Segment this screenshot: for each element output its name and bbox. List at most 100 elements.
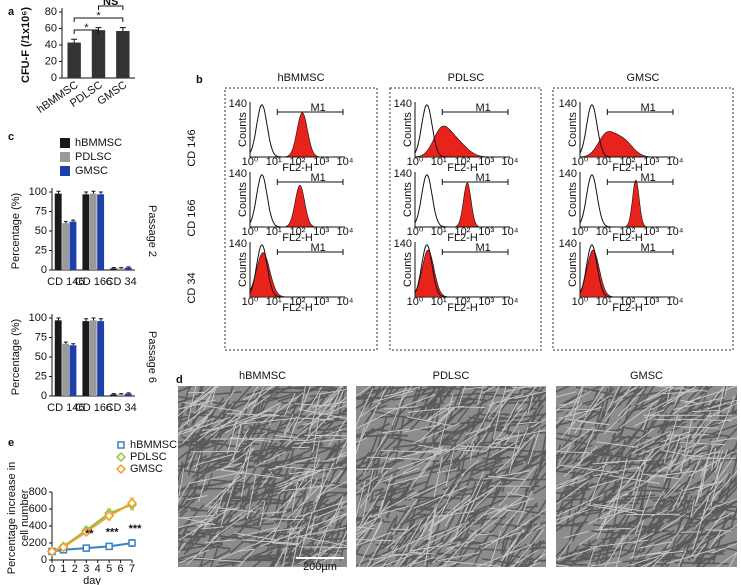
bar [82, 321, 90, 396]
x-tick-label: 10² [620, 156, 636, 168]
stained-histogram [250, 185, 345, 228]
x-tick-label: CD 34 [106, 276, 137, 288]
gate-label: M1 [476, 242, 491, 254]
x-tick-label: 10² [290, 226, 306, 238]
y-tick-label: 50 [35, 351, 47, 363]
x-tick-label: CD 146 [47, 276, 84, 288]
x-tick-label: 10³ [313, 156, 329, 168]
gate [276, 109, 344, 115]
bar [82, 194, 90, 270]
y-tick-label: 80 [45, 6, 57, 18]
error-bar [119, 27, 126, 31]
axis-label: Counts [237, 112, 249, 147]
y-tick-label: 0 [41, 264, 47, 276]
axis-label: FL2-H [447, 162, 478, 174]
panel-label: c [8, 131, 14, 143]
bar [110, 268, 117, 270]
x-tick-label: 10² [290, 296, 306, 308]
annotation: *** [129, 523, 143, 535]
legend-label: PDLSC [130, 451, 167, 463]
side-label: Passage 2 [146, 205, 158, 257]
bracket [98, 5, 124, 10]
micrograph [556, 386, 737, 567]
legend-label: GMSC [130, 463, 163, 475]
x-tick-label: 10⁴ [337, 226, 354, 238]
x-tick-label: 10⁴ [502, 226, 519, 238]
bar [62, 223, 70, 270]
x-tick-label: 10³ [313, 296, 329, 308]
legend-swatch [60, 138, 70, 148]
annotation: ** [85, 528, 94, 540]
error-bar [98, 191, 103, 195]
error-bar [56, 317, 61, 321]
legend-label: GMSC [75, 165, 108, 177]
x-tick-label: 2 [72, 563, 78, 575]
x-tick-label: 4 [95, 563, 101, 575]
gate [606, 249, 674, 255]
stained-histogram [249, 252, 345, 298]
y-axis-label: cell number [19, 489, 31, 546]
axis-label: Counts [567, 252, 579, 287]
annotation: *** [106, 526, 120, 538]
axis-label: Counts [237, 252, 249, 287]
x-tick-label: 10¹ [596, 226, 612, 238]
x-tick-label: 10¹ [266, 296, 282, 308]
control-histogram [414, 244, 510, 298]
x-tick-label: 10³ [313, 226, 329, 238]
x-tick-label: 10⁰ [242, 296, 259, 308]
panel-label: e [8, 437, 14, 449]
x-tick-label: 1 [60, 563, 66, 575]
x-tick-label: 0 [49, 563, 55, 575]
micrograph [178, 386, 347, 567]
y-tick-label: 25 [35, 370, 47, 382]
gate-label: M1 [311, 242, 326, 254]
x-tick-label: 10³ [643, 296, 659, 308]
gate [441, 109, 509, 115]
error-bar [63, 341, 68, 344]
legend-label: hBMMSC [75, 137, 122, 149]
y-tick-label: 100 [29, 186, 47, 198]
error-bar [84, 191, 89, 195]
bar [89, 193, 97, 270]
x-tick-label: 10² [620, 226, 636, 238]
annotation: * [84, 22, 89, 34]
axis-label: FL2-H [612, 302, 643, 314]
stained-histogram [580, 179, 675, 228]
bar [116, 30, 130, 79]
x-tick-label: 10¹ [431, 156, 447, 168]
scale-bar-label: 200µm [303, 561, 337, 573]
marker [81, 526, 92, 538]
x-tick-label: 10³ [478, 156, 494, 168]
axis-max: 140 [229, 98, 247, 110]
micrograph-title: PDLSC [433, 370, 470, 382]
error-bar [71, 219, 76, 222]
bracket [73, 17, 124, 22]
gate [276, 249, 344, 255]
panel-label: b [196, 74, 203, 86]
x-tick-label: 10⁴ [667, 296, 684, 308]
x-tick-label: 10⁰ [242, 226, 259, 238]
x-tick-label: 10³ [478, 296, 494, 308]
y-tick-label: 60 [45, 22, 57, 34]
x-tick-label: 10³ [643, 226, 659, 238]
y-tick-label: 100 [29, 312, 47, 324]
control-histogram [579, 244, 675, 298]
bar [97, 321, 105, 396]
x-tick-label: 7 [129, 563, 135, 575]
y-tick-label: 400 [29, 520, 47, 532]
x-tick-label: 10³ [643, 156, 659, 168]
legend-swatch [60, 166, 70, 176]
control-histogram [249, 104, 345, 158]
axis-label: Counts [402, 252, 414, 287]
bar [69, 221, 77, 270]
y-tick-label: 75 [35, 331, 47, 343]
error-bar [111, 267, 116, 269]
gate [441, 249, 509, 255]
y-tick-label: 75 [35, 205, 47, 217]
x-axis-label: day [83, 575, 101, 585]
gate-label: M1 [476, 172, 491, 184]
y-axis-label: Percentage increase in [6, 462, 18, 575]
legend-label: PDLSC [75, 151, 112, 163]
cells-light [178, 386, 347, 567]
marker [82, 544, 91, 552]
